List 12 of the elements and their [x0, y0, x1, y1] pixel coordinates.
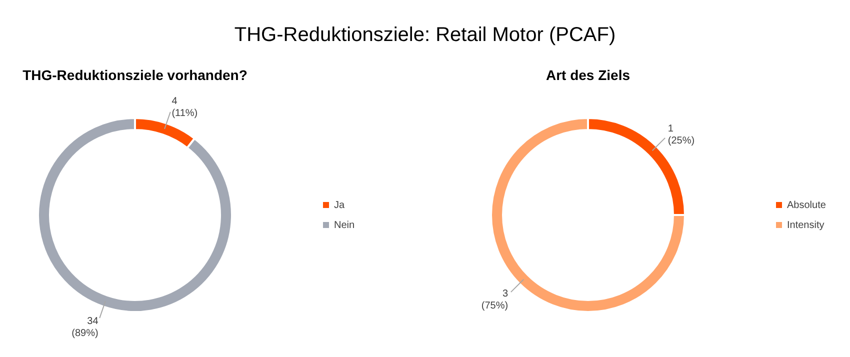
legend-label: Nein: [334, 220, 355, 231]
data-label: 3 (75%): [481, 288, 509, 312]
data-label: 34 (89%): [72, 316, 99, 339]
chart-title: Art des Ziels: [546, 67, 630, 83]
legend-label: Absolute: [787, 200, 826, 211]
legend-label: Intensity: [787, 220, 824, 231]
data-label: 1 (25%): [668, 124, 695, 147]
legend-label: Ja: [334, 200, 345, 211]
donut-slice: [37, 117, 233, 313]
text: THG-Reduktionsziele: Retail Motor (PCAF): [234, 24, 616, 46]
chart-title: THG-Reduktionsziele vorhanden?: [22, 67, 248, 83]
data-label: 4 (11%): [172, 96, 198, 120]
